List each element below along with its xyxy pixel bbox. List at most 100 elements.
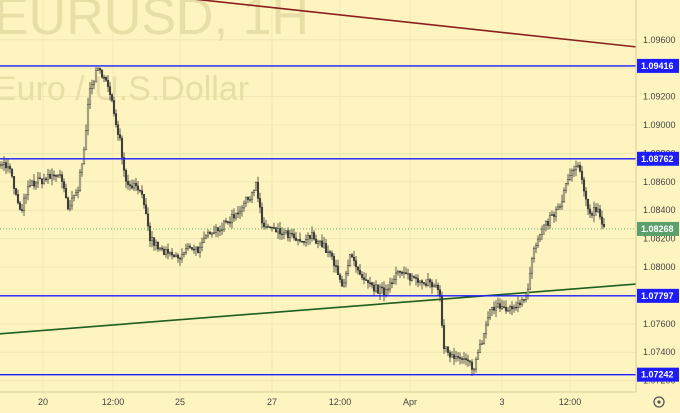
candle-body [36,177,40,184]
candle-body [294,237,298,241]
candle-body [284,230,288,233]
candle-body [320,240,324,248]
candle-body [152,237,156,246]
candle-body [30,180,34,186]
candle-body [18,202,22,210]
candle-body [40,178,44,185]
candle-body [260,206,264,224]
candle-body [274,227,278,233]
candle-body [602,224,606,227]
resistance-trendline[interactable] [176,0,637,48]
candle-body [490,307,494,310]
candle-body [442,325,446,349]
time-axis[interactable] [0,392,680,413]
candle-body [546,221,550,226]
candle-body [2,162,6,165]
candle-body [594,207,598,212]
candle-body [532,247,536,259]
candle-body [188,245,192,248]
candle-body [66,197,70,210]
candle-body [14,188,18,195]
candle-body [382,287,386,296]
candle-body [22,197,26,211]
price-tick-label: 1.08000 [643,262,676,272]
candle-body [112,100,116,114]
candle-body [406,273,410,275]
candle-body [408,273,412,281]
candle-body [72,195,76,199]
candle-body [558,206,562,208]
candle-body [254,182,258,191]
candle-body [248,199,252,201]
candle-body [566,179,570,184]
watermark-description: Euro / U.S.Dollar [0,70,249,108]
candle-body [58,174,62,176]
candle-body [528,272,532,290]
candle-body [204,235,208,239]
candle-body [486,317,490,326]
level-price-tag [637,58,679,73]
candle-body [120,137,124,158]
candle-body [504,307,508,312]
candles-layer[interactable] [0,67,606,377]
candle-body [316,241,320,244]
candle-body [332,256,336,266]
candle-body [318,240,322,243]
candle-body [168,251,172,254]
candle-body [98,67,102,71]
time-tick-label: 20 [38,397,48,407]
candle-body [124,170,128,182]
time-tick-label: 12:00 [329,397,352,407]
candle-body [376,284,380,294]
candle-body [122,157,126,171]
candle-body [312,232,316,240]
candle-body [282,231,286,235]
candle-body [126,180,130,185]
level-price-tag [637,288,679,303]
candle-body [368,282,372,284]
candle-body [302,241,306,243]
gear-icon[interactable] [653,396,665,408]
price-tick-label: 1.08400 [643,205,676,215]
candle-body [578,165,582,172]
candle-body [554,209,558,217]
settings-button[interactable] [653,396,665,408]
candle-body [52,174,56,177]
candle-body [344,273,348,284]
candle-body [258,198,262,208]
candle-body [480,343,484,345]
candle-body [516,302,520,308]
candle-body [600,216,604,225]
candle-body [466,359,470,362]
price-axis[interactable] [636,0,680,392]
support-trendline[interactable] [0,283,637,335]
candle-body [450,354,454,358]
candle-body [242,202,246,209]
trendline-layer[interactable] [0,0,637,335]
candle-body [216,227,220,232]
candle-body [584,190,588,200]
candle-body [404,272,408,274]
candle-body [46,174,50,180]
candle-body [362,277,366,280]
candle-body [436,284,440,290]
candle-body [16,194,20,204]
candle-body [470,361,474,370]
candle-body [136,185,140,191]
candle-body [194,246,198,250]
price-tick-label: 1.07600 [643,319,676,329]
candle-body [250,192,254,200]
candle-body [232,214,236,219]
candle-body [100,69,104,78]
candle-body [324,243,328,253]
candle-body [402,272,406,274]
candle-body [202,237,206,243]
candle-body [174,254,178,258]
candle-body [530,258,534,274]
price-tick-label: 1.09200 [643,92,676,102]
levels-layer[interactable] [0,65,636,376]
candle-body [134,183,138,187]
candle-body [452,354,456,359]
